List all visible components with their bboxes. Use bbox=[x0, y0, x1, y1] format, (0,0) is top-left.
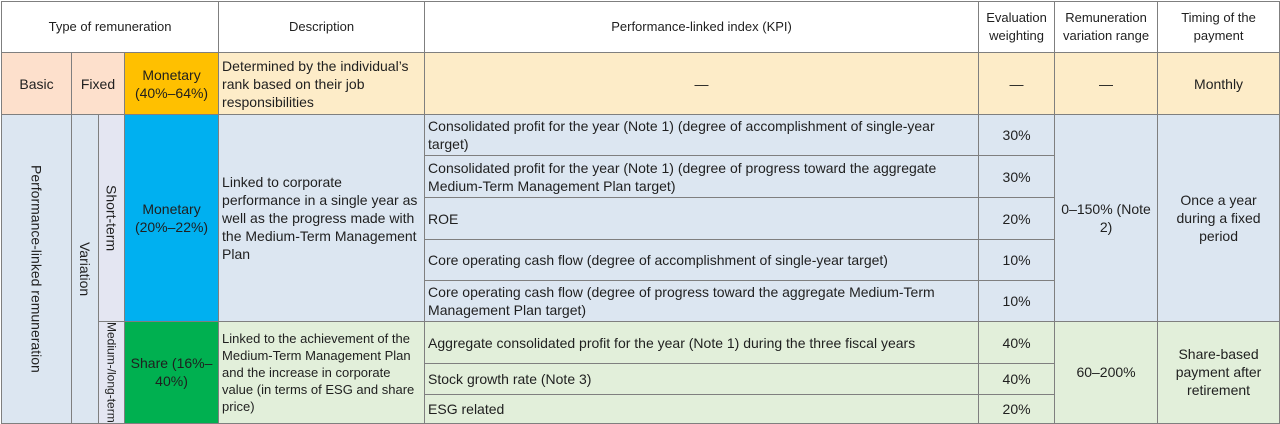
medium-term-label: Medium-/long-term bbox=[104, 322, 119, 423]
performance-label-cell: Performance-linked remuneration bbox=[1, 114, 72, 424]
header-kpi: Performance-linked index (KPI) bbox=[424, 1, 980, 53]
medium-row-3: ESG related 20% bbox=[2, 394, 1280, 424]
short-monetary-cell: Monetary (20%–22%) bbox=[123, 114, 220, 322]
weight-cell: 20% bbox=[978, 197, 1056, 240]
basic-monetary-cell: Monetary (40%–64%) bbox=[123, 52, 220, 115]
kpi-cell: Core operating cash flow (degree of acco… bbox=[424, 239, 980, 281]
kpi-cell: Stock growth rate (Note 3) bbox=[424, 363, 980, 396]
weight-cell: 20% bbox=[978, 394, 1056, 424]
performance-label: Performance-linked remuneration bbox=[28, 164, 45, 373]
medium-row-1: Medium-/long-term Share (16%–40%) Linked… bbox=[2, 320, 1280, 424]
kpi-cell: Consolidated profit for the year (Note 1… bbox=[424, 114, 980, 156]
medium-term-label-cell: Medium-/long-term bbox=[98, 321, 125, 424]
weight-cell: 40% bbox=[978, 320, 1056, 365]
medium-timing: Share-based payment after retirement bbox=[1157, 321, 1280, 424]
short-row-5: Core operating cash flow (degree of prog… bbox=[2, 280, 1280, 322]
share-cell: Share (16%–40%) bbox=[123, 321, 220, 424]
short-description: Linked to corporate performance in a sin… bbox=[218, 114, 426, 322]
header-timing: Timing of the payment bbox=[1157, 1, 1280, 53]
kpi-cell: Aggregate consolidated profit for the ye… bbox=[424, 320, 980, 365]
kpi-cell: ROE bbox=[424, 197, 980, 240]
basic-description: Determined by the individual’s rank base… bbox=[218, 52, 426, 115]
short-row-2: Consolidated profit for the year (Note 1… bbox=[2, 155, 1280, 198]
weight-cell: 30% bbox=[978, 114, 1056, 156]
kpi-cell: ESG related bbox=[424, 394, 980, 424]
header-type: Type of remuneration bbox=[0, 1, 220, 53]
weight-cell: 40% bbox=[978, 363, 1056, 396]
variation-label-cell: Variation bbox=[71, 114, 99, 424]
medium-description: Linked to the achievement of the Medium-… bbox=[218, 321, 426, 424]
basic-timing: Monthly bbox=[1157, 52, 1280, 115]
medium-range: 60–200% bbox=[1054, 321, 1159, 424]
short-row-4: Core operating cash flow (degree of acco… bbox=[2, 239, 1280, 281]
weight-cell: 10% bbox=[978, 239, 1056, 281]
medium-row-2: Stock growth rate (Note 3) 40% bbox=[2, 363, 1280, 396]
basic-range: — bbox=[1054, 52, 1159, 115]
short-term-label: Short-term bbox=[103, 184, 120, 252]
short-row-1: Performance-linked remuneration Variatio… bbox=[1, 114, 1280, 424]
header-row: Type of remuneration Description Perform… bbox=[0, 1, 1280, 53]
short-row-3: ROE 20% bbox=[2, 197, 1280, 240]
basic-weight: — bbox=[978, 52, 1056, 115]
basic-kpi: — bbox=[424, 52, 980, 115]
short-term-label-cell: Short-term bbox=[98, 114, 125, 322]
header-description: Description bbox=[218, 1, 426, 53]
header-range: Remuneration variation range bbox=[1054, 1, 1159, 53]
short-range: 0–150% (Note 2) bbox=[1054, 114, 1159, 322]
weight-cell: 10% bbox=[978, 280, 1056, 322]
weight-cell: 30% bbox=[978, 155, 1056, 198]
variation-label: Variation bbox=[77, 241, 93, 296]
short-timing: Once a year during a fixed period bbox=[1157, 114, 1280, 322]
fixed-label: Fixed bbox=[71, 52, 125, 115]
header-weight: Evaluation weighting bbox=[978, 1, 1056, 53]
kpi-cell: Core operating cash flow (degree of prog… bbox=[424, 280, 980, 322]
basic-label: Basic bbox=[1, 52, 72, 115]
kpi-cell: Consolidated profit for the year (Note 1… bbox=[424, 155, 980, 198]
basic-row: Basic Fixed Monetary (40%–64%) Determine… bbox=[1, 52, 1280, 115]
